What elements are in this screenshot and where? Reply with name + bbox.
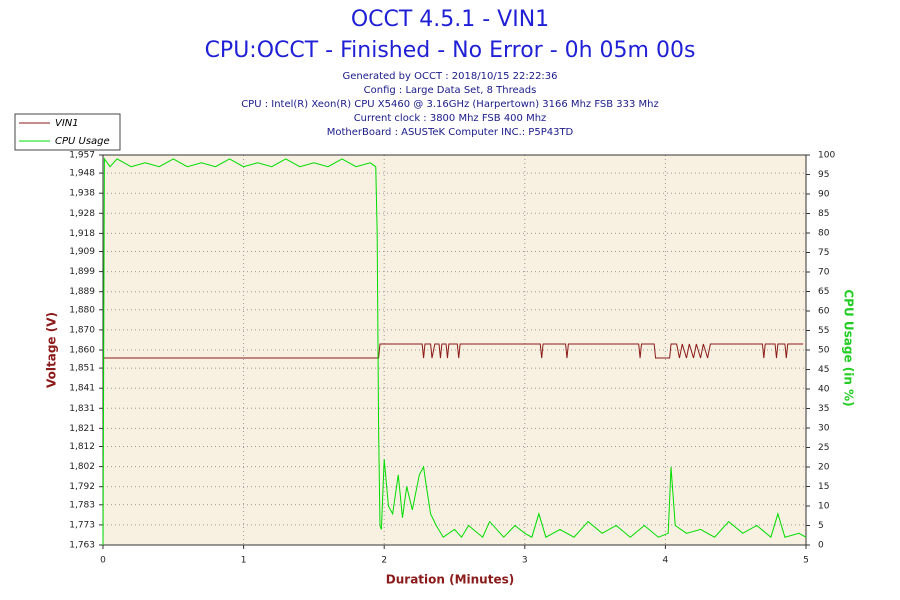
legend [14, 113, 121, 151]
y-tick-label: 1,783 [69, 500, 95, 510]
y2-tick-label: 100 [818, 151, 835, 161]
x-tick-label: 5 [803, 556, 809, 566]
y-tick-label: 1,928 [69, 209, 95, 219]
y-tick-label: 1,792 [69, 482, 95, 492]
y2-tick-label: 65 [818, 287, 829, 297]
y-tick-label: 1,802 [69, 462, 95, 472]
y-tick-label: 1,870 [69, 325, 95, 335]
y2-tick-label: 90 [818, 190, 830, 200]
y-tick-label: 1,821 [69, 424, 95, 434]
y2-tick-label: 40 [818, 385, 830, 395]
y2-tick-label: 55 [818, 326, 829, 336]
y-tick-label: 1,909 [69, 247, 95, 257]
y2-tick-label: 10 [818, 502, 830, 512]
x-tick-label: 4 [663, 556, 669, 566]
y-tick-label: 1,812 [69, 442, 95, 452]
y-tick-label: 1,831 [69, 404, 95, 414]
y-tick-label: 1,880 [69, 305, 95, 315]
x-tick-label: 3 [522, 556, 528, 566]
series-line [103, 343, 804, 359]
y2-tick-label: 95 [818, 170, 829, 180]
y2-tick-label: 50 [818, 346, 830, 356]
y2-tick-label: 85 [818, 209, 829, 219]
y-tick-label: 1,841 [69, 384, 95, 394]
legend-label: VIN1 [55, 118, 79, 129]
y2-tick-label: 70 [818, 268, 830, 278]
y2-tick-label: 75 [818, 248, 829, 258]
y-tick-label: 1,957 [69, 151, 95, 161]
y2-tick-label: 20 [818, 463, 830, 473]
y2-tick-label: 35 [818, 404, 829, 414]
y-tick-label: 1,860 [69, 346, 95, 356]
y2-tick-label: 0 [818, 541, 824, 551]
y2-tick-label: 80 [818, 229, 830, 239]
y2-axis-label: CPU Usage (in %) [842, 289, 856, 406]
legend-label: CPU Usage [55, 136, 110, 147]
x-tick-label: 1 [241, 556, 247, 566]
y-tick-label: 1,938 [69, 189, 95, 199]
y2-tick-label: 5 [818, 521, 824, 531]
y-tick-label: 1,948 [69, 169, 95, 179]
info-line: Current clock : 3800 Mhz FSB 400 Mhz [354, 113, 547, 124]
info-line: CPU : Intel(R) Xeon(R) CPU X5460 @ 3.16G… [241, 99, 659, 110]
chart-title: OCCT 4.5.1 - VIN1 [351, 7, 549, 32]
chart-subtitle: CPU:OCCT - Finished - No Error - 0h 05m … [205, 38, 696, 63]
y2-tick-label: 15 [818, 482, 829, 492]
x-tick-label: 0 [100, 556, 106, 566]
y-tick-label: 1,918 [69, 229, 95, 239]
info-line: Config : Large Data Set, 8 Threads [364, 85, 537, 96]
y-tick-label: 1,889 [69, 287, 95, 297]
plot-border [102, 154, 807, 546]
y-tick-label: 1,899 [69, 267, 95, 277]
y2-tick-label: 45 [818, 365, 829, 375]
info-line: Generated by OCCT : 2018/10/15 22:22:36 [342, 71, 557, 82]
y-axis-label: Voltage (V) [45, 312, 59, 388]
y2-tick-label: 25 [818, 443, 829, 453]
plot-area [103, 155, 806, 545]
info-line: MotherBoard : ASUSTeK Computer INC.: P5P… [327, 127, 574, 138]
y2-tick-label: 30 [818, 424, 830, 434]
y-tick-label: 1,763 [69, 541, 95, 551]
y2-tick-label: 60 [818, 307, 830, 317]
y-tick-label: 1,851 [69, 364, 95, 374]
x-tick-label: 2 [381, 556, 387, 566]
series-line [102, 157, 807, 546]
x-axis-label: Duration (Minutes) [386, 573, 514, 587]
y-tick-label: 1,773 [69, 520, 95, 530]
